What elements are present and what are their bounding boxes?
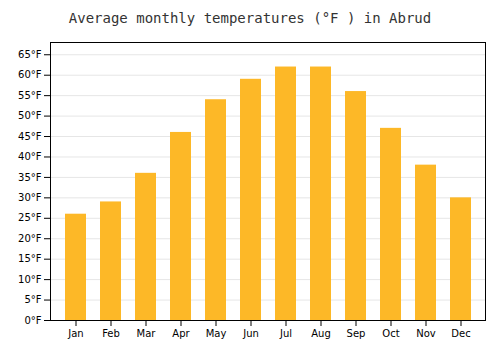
svg-text:Jun: Jun [242, 328, 259, 339]
svg-text:Sep: Sep [347, 328, 366, 339]
svg-text:Feb: Feb [102, 328, 120, 339]
svg-text:60°F: 60°F [18, 69, 42, 80]
svg-text:30°F: 30°F [18, 192, 42, 203]
svg-text:May: May [206, 328, 227, 339]
svg-text:Oct: Oct [382, 328, 399, 339]
svg-text:55°F: 55°F [18, 90, 42, 101]
svg-text:35°F: 35°F [18, 172, 42, 183]
svg-text:Jan: Jan [67, 328, 83, 339]
svg-text:0°F: 0°F [24, 315, 41, 326]
svg-text:45°F: 45°F [18, 131, 42, 142]
svg-text:Apr: Apr [172, 328, 190, 339]
svg-text:5°F: 5°F [24, 294, 41, 305]
html-text:Average monthly temperatures (: Average monthly temperatures (°F ) in Ab… [68, 10, 432, 26]
svg-text:Dec: Dec [451, 328, 470, 339]
svg-text:65°F: 65°F [18, 49, 42, 60]
svg-text:15°F: 15°F [18, 253, 42, 264]
svg-text:50°F: 50°F [18, 110, 42, 121]
svg-text:Nov: Nov [416, 328, 436, 339]
svg-text:20°F: 20°F [18, 233, 42, 244]
svg-text:Mar: Mar [137, 328, 157, 339]
svg-text:25°F: 25°F [18, 212, 42, 223]
svg-text:10°F: 10°F [18, 274, 42, 285]
svg-text:Aug: Aug [311, 328, 331, 339]
svg-text:40°F: 40°F [18, 151, 42, 162]
svg-text:Jul: Jul [279, 328, 292, 339]
